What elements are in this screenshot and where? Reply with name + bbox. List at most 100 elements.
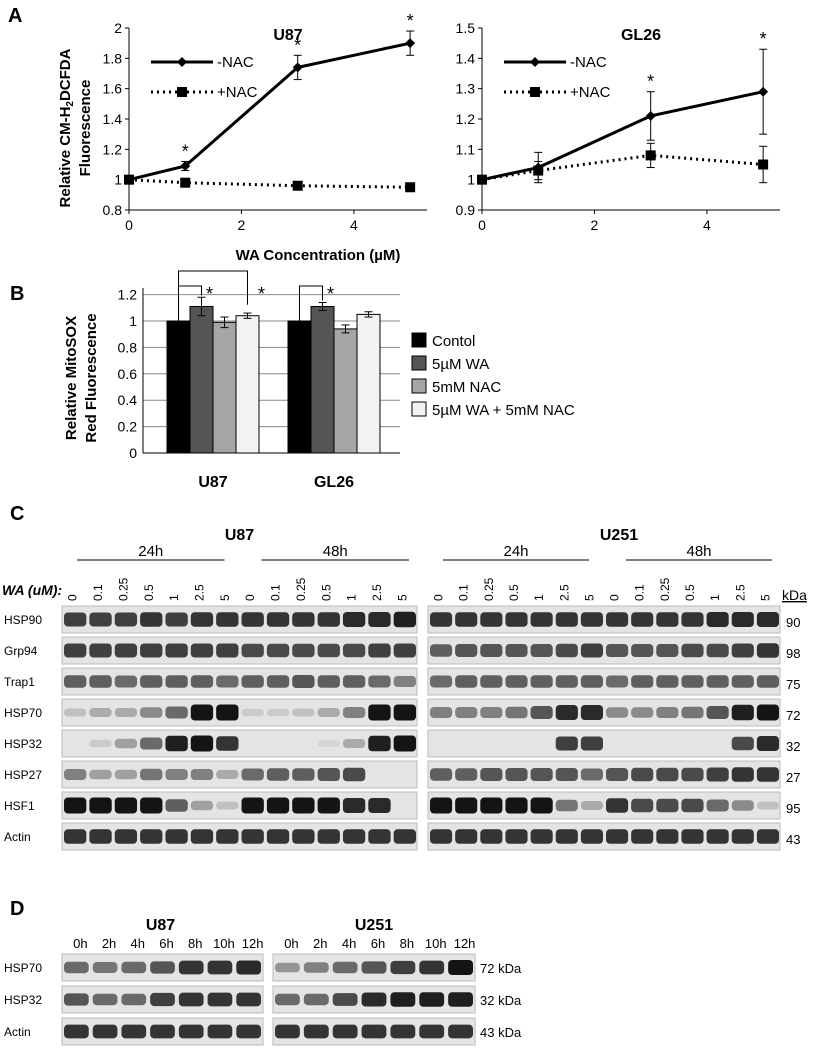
u87-ytick-label: 2 <box>114 20 122 36</box>
blot-c-band <box>756 704 779 721</box>
blot-c-kda-value: 75 <box>786 677 800 692</box>
blot-c-band <box>317 612 340 627</box>
gl26-series-plus-nac-line <box>481 153 764 182</box>
gl26-significance-asterisk: * <box>647 72 654 92</box>
blot-c-band <box>292 675 315 688</box>
blot-c-band <box>114 612 138 627</box>
blot-c-time-label: 48h <box>323 543 348 560</box>
blot-c-band <box>455 644 478 657</box>
gl26-title: GL26 <box>621 27 661 44</box>
gl26-point-plus-nac <box>533 165 544 176</box>
gl26-point-minus-nac <box>758 86 769 97</box>
blot-c-dose-label: 0.5 <box>683 584 697 601</box>
blot-d-band <box>275 962 300 973</box>
gl26-ytick-label: 1.3 <box>456 81 476 97</box>
blot-c-band <box>241 675 264 688</box>
u87-legend-marker-plus-nac <box>177 87 187 97</box>
blot-c-band <box>706 799 729 812</box>
blot-d-band <box>448 1024 473 1039</box>
blot-c-band <box>368 829 391 844</box>
blot-c-band <box>368 675 391 688</box>
blot-c-band <box>580 612 603 627</box>
blot-c-band <box>731 767 754 782</box>
u87-significance-asterisk: * <box>294 35 301 55</box>
blot-c-band <box>656 612 679 627</box>
blot-c-dose-label: 0.1 <box>91 584 105 601</box>
blot-c-dose-label: 0 <box>66 594 80 601</box>
blot-c-band <box>64 797 87 814</box>
bar-u87-1 <box>189 305 214 454</box>
blot-c-dose-label: 5 <box>758 594 772 601</box>
blot-c-row-label: HSP32 <box>4 737 42 751</box>
blot-c-band <box>241 768 264 781</box>
blot-c-band <box>342 612 366 627</box>
blot-d-time-label: 8h <box>400 936 414 951</box>
blot-c-band <box>530 675 553 688</box>
blot-c-band <box>606 707 629 718</box>
panel-b-ylabel-2: Red Fluorescence <box>83 313 100 442</box>
gl26-ytick-label: 1 <box>467 172 475 188</box>
gl26-point-plus-nac <box>758 159 769 170</box>
blot-c-band <box>706 829 729 844</box>
blot-d-time-label: 2h <box>102 936 116 951</box>
u87-xtick-label: 0 <box>125 217 133 233</box>
blot-c-band <box>393 643 416 658</box>
blot-c-band <box>140 675 163 688</box>
bar-category-label: U87 <box>198 474 227 491</box>
blot-c-band <box>505 706 528 719</box>
blot-d-band <box>361 992 387 1007</box>
blot-c-band <box>89 675 112 688</box>
panel-label-d: D <box>10 898 24 920</box>
blot-c-band <box>681 767 704 782</box>
bar-legend-swatch-1 <box>411 355 427 371</box>
panel-a-xlabel: WA Concentration (µM) <box>236 247 401 264</box>
blot-c-band <box>756 767 779 782</box>
blot-c-band <box>89 612 112 627</box>
blot-c-dose-label: 2.5 <box>733 584 747 601</box>
blot-c-row-label: HSP90 <box>4 613 42 627</box>
blot-c-kda-value: 90 <box>786 615 800 630</box>
blot-c-band <box>555 612 578 627</box>
blot-c-band <box>190 704 214 721</box>
bar-significance-asterisk: * <box>258 284 265 304</box>
blot-c-kda-value: 32 <box>786 739 800 754</box>
blot-c-band <box>216 704 239 721</box>
blot-c-band <box>266 675 290 688</box>
blot-c-band <box>606 612 629 627</box>
blot-c-band <box>342 643 366 658</box>
bar-legend-label-1: 5µM WA <box>432 356 489 373</box>
blot-c-dose-label: 0 <box>432 594 446 601</box>
blot-c-band <box>317 829 340 844</box>
blot-c-dose-label: 2.5 <box>192 584 206 601</box>
u87-point-plus-nac <box>124 174 134 185</box>
blot-d-band <box>390 992 416 1007</box>
blot-d-band <box>361 961 387 974</box>
blot-c-band <box>114 797 138 814</box>
blot-d-band <box>64 1024 89 1039</box>
blot-c-kda-value: 27 <box>786 770 800 785</box>
u87-ytick-label: 1.6 <box>103 81 123 97</box>
blot-c-band <box>505 612 528 627</box>
blot-d-cell-title: U87 <box>146 917 175 934</box>
blot-c-band <box>368 798 391 813</box>
blot-c-band <box>631 707 654 718</box>
blot-c-band <box>317 675 340 688</box>
bar-ytick-label: 0.6 <box>118 366 138 382</box>
blot-c-band <box>241 643 264 658</box>
blot-d-band <box>419 992 445 1007</box>
blot-c-band <box>455 768 478 781</box>
blot-c-band <box>706 706 729 719</box>
blot-c-time-label: 48h <box>686 543 711 560</box>
blot-c-band <box>631 644 654 657</box>
blot-c-band <box>706 767 729 782</box>
gl26-point-plus-nac <box>477 174 487 185</box>
blot-c-band <box>681 612 704 627</box>
u87-title: U87 <box>273 27 302 44</box>
bar-bracket-gl26 <box>299 285 323 321</box>
blot-c-band <box>165 829 188 844</box>
blot-d-band <box>303 962 329 973</box>
blot-c-band <box>480 612 503 627</box>
bar-gl26-2 <box>333 328 358 454</box>
blot-c-band <box>165 799 188 812</box>
